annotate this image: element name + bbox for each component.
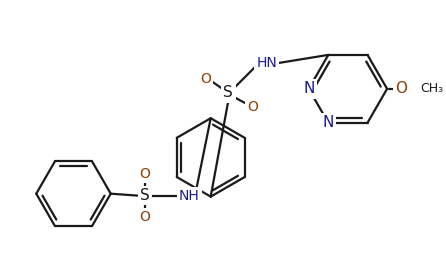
Text: O: O xyxy=(200,72,211,86)
Text: N: N xyxy=(303,81,314,96)
Text: N: N xyxy=(322,115,334,130)
Text: HN: HN xyxy=(256,56,277,70)
Text: O: O xyxy=(248,100,258,114)
Text: O: O xyxy=(140,167,150,181)
Text: S: S xyxy=(223,85,233,100)
Text: NH: NH xyxy=(179,189,199,203)
Text: O: O xyxy=(140,210,150,224)
Text: CH₃: CH₃ xyxy=(421,82,443,95)
Text: S: S xyxy=(140,188,150,203)
Text: O: O xyxy=(395,81,407,96)
